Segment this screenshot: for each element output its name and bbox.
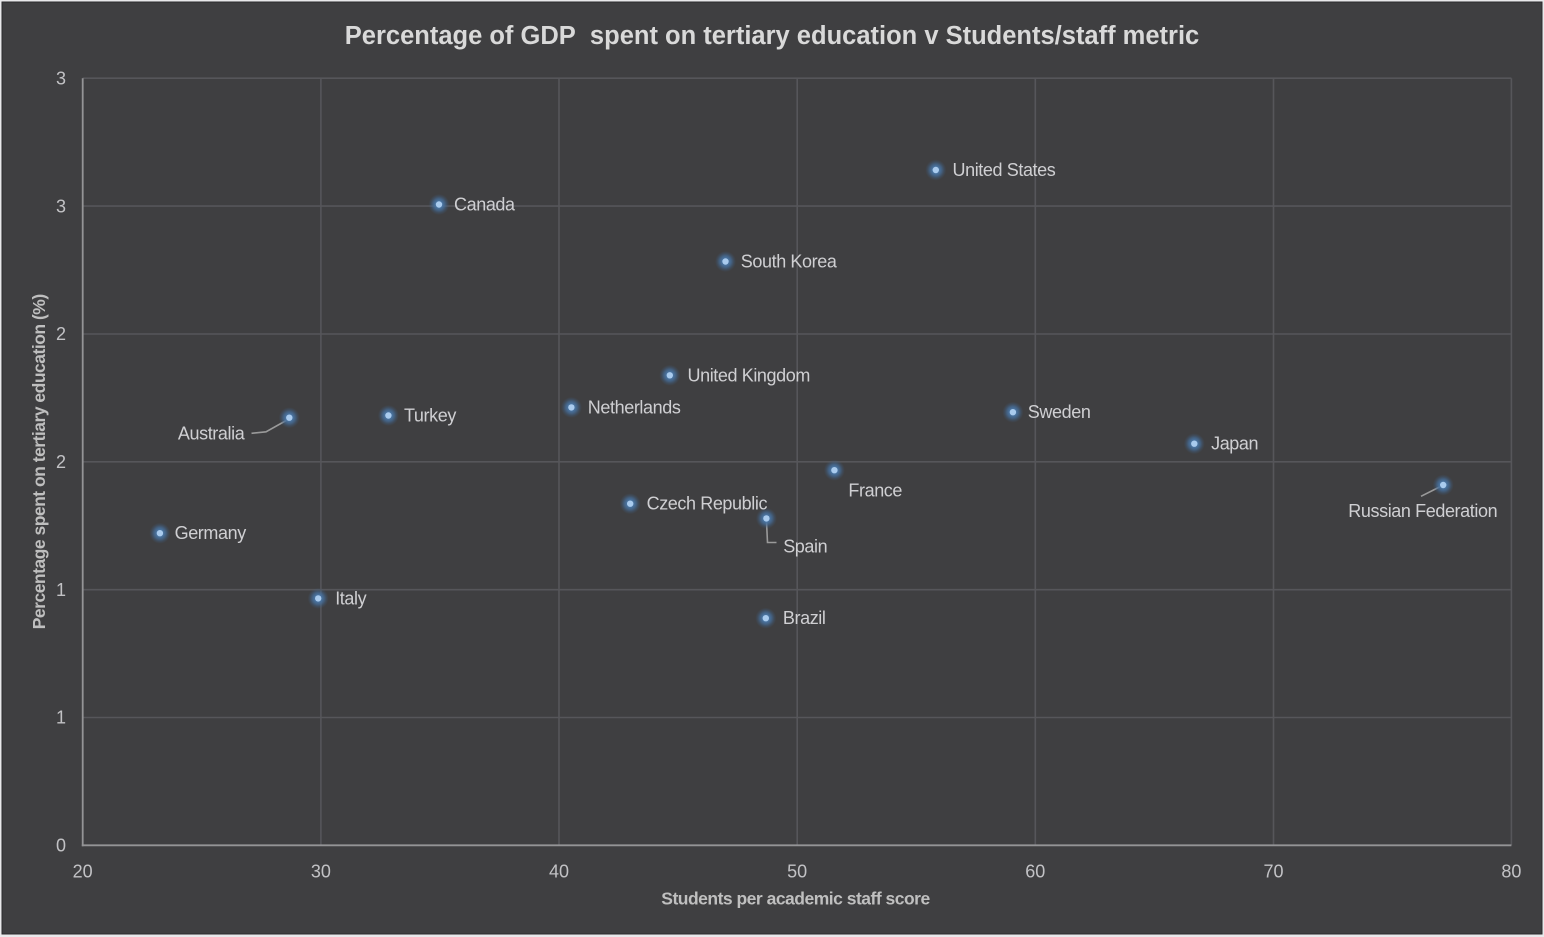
svg-text:Students per academic staff sc: Students per academic staff score: [661, 889, 930, 909]
svg-text:Russian Federation: Russian Federation: [1348, 501, 1497, 521]
svg-text:1: 1: [56, 580, 66, 600]
svg-text:South Korea: South Korea: [741, 252, 838, 272]
svg-text:France: France: [848, 481, 902, 501]
svg-text:20: 20: [73, 862, 93, 882]
svg-text:3: 3: [56, 68, 66, 88]
svg-text:Canada: Canada: [454, 195, 516, 215]
svg-text:Turkey: Turkey: [404, 406, 456, 426]
svg-text:Japan: Japan: [1211, 434, 1258, 454]
svg-text:Australia: Australia: [178, 423, 246, 443]
svg-text:80: 80: [1501, 862, 1521, 882]
svg-text:40: 40: [549, 862, 569, 882]
svg-text:Brazil: Brazil: [783, 608, 826, 628]
svg-text:Netherlands: Netherlands: [588, 397, 681, 417]
svg-text:Italy: Italy: [335, 588, 366, 608]
svg-text:50: 50: [787, 862, 807, 882]
svg-text:Spain: Spain: [783, 536, 827, 556]
svg-text:United Kingdom: United Kingdom: [688, 365, 810, 385]
svg-text:0: 0: [56, 836, 66, 856]
svg-text:2: 2: [56, 324, 66, 344]
svg-text:1: 1: [56, 708, 66, 728]
svg-text:Percentage spent on tertiary e: Percentage spent on tertiary education (…: [29, 294, 49, 629]
svg-text:60: 60: [1025, 862, 1045, 882]
svg-text:Sweden: Sweden: [1028, 402, 1091, 422]
svg-text:United States: United States: [953, 160, 1056, 180]
svg-text:Germany: Germany: [175, 523, 247, 543]
svg-text:Percentage of GDP spent on te: Percentage of GDP spent on tertiary educ…: [345, 22, 1199, 50]
svg-text:3: 3: [56, 196, 66, 216]
svg-text:70: 70: [1263, 862, 1283, 882]
svg-text:2: 2: [56, 452, 66, 472]
svg-text:Czech Republic: Czech Republic: [647, 494, 768, 514]
svg-text:30: 30: [311, 862, 331, 882]
